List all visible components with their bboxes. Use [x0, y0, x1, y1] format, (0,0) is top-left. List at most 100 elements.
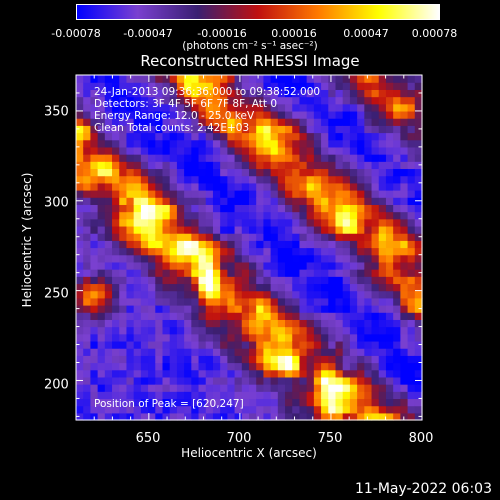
heatmap-cell — [342, 211, 351, 220]
heatmap-cell — [104, 168, 113, 177]
heatmap-cell — [220, 340, 228, 349]
heatmap-cell — [90, 132, 99, 141]
heatmap-cell — [407, 190, 416, 198]
heatmap-cell — [342, 276, 351, 285]
heatmap-cell — [133, 376, 142, 385]
heatmap-cell — [97, 190, 106, 198]
heatmap-cell — [83, 254, 92, 263]
heatmap-cell — [176, 132, 185, 141]
heatmap-cell — [299, 305, 308, 313]
heatmap-cell — [76, 362, 84, 371]
heatmap-cell — [357, 333, 365, 342]
heatmap-cell — [119, 362, 128, 371]
heatmap-cell — [256, 376, 265, 385]
heatmap-cell — [292, 182, 301, 191]
heatmap-cell — [184, 182, 192, 191]
heatmap-cell — [198, 412, 207, 421]
heatmap-cell — [220, 89, 228, 98]
heatmap-cell — [256, 362, 265, 371]
heatmap-cell — [76, 146, 84, 155]
heatmap-cell — [378, 290, 387, 299]
heatmap-cell — [76, 211, 84, 220]
heatmap-cell — [212, 233, 221, 241]
heatmap-cell — [270, 190, 279, 198]
heatmap-cell — [112, 398, 120, 407]
heatmap-cell — [277, 175, 286, 184]
heatmap-cell — [378, 326, 387, 335]
heatmap-cell — [184, 233, 192, 241]
heatmap-cell — [378, 146, 387, 155]
heatmap-cell — [198, 82, 207, 90]
heatmap-cell — [400, 110, 409, 119]
heatmap-cell — [133, 269, 142, 277]
heatmap-cell — [371, 333, 380, 342]
heatmap-cell — [90, 398, 99, 407]
heatmap-cell — [97, 154, 106, 162]
heatmap-cell — [414, 182, 423, 191]
heatmap-cell — [234, 362, 243, 371]
heatmap-cell — [385, 103, 394, 112]
heatmap-cell — [169, 369, 178, 378]
heatmap-cell — [328, 340, 337, 349]
heatmap-cell — [407, 211, 416, 220]
heatmap-cell — [256, 190, 265, 198]
heatmap-cell — [342, 182, 351, 191]
heatmap-cell — [263, 82, 272, 90]
heatmap-cell — [227, 96, 236, 105]
heatmap-cell — [407, 110, 416, 119]
heatmap-cell — [104, 211, 113, 220]
heatmap-cell — [169, 355, 178, 364]
heatmap-cell — [162, 190, 171, 198]
heatmap-cell — [371, 269, 380, 277]
heatmap-cell — [83, 398, 92, 407]
heatmap-cell — [169, 305, 178, 313]
heatmap-cell — [169, 161, 178, 170]
heatmap-cell — [90, 369, 99, 378]
heatmap-cell — [176, 398, 185, 407]
heatmap-cell — [112, 283, 120, 292]
heatmap-cell — [371, 362, 380, 371]
heatmap-cell — [148, 261, 156, 270]
heatmap-cell — [220, 161, 228, 170]
heatmap-cell — [198, 204, 207, 213]
heatmap-cell — [407, 290, 416, 299]
heatmap-cell — [393, 118, 401, 126]
heatmap-cell — [212, 376, 221, 385]
heatmap-cell — [328, 412, 337, 421]
heatmap-cell — [227, 391, 236, 400]
heatmap-cell — [76, 225, 84, 234]
heatmap-cell — [97, 269, 106, 277]
heatmap-cell — [349, 168, 358, 177]
heatmap-cell — [241, 283, 250, 292]
heatmap-cell — [90, 283, 99, 292]
heatmap-cell — [191, 384, 200, 392]
heatmap-cell — [407, 261, 416, 270]
heatmap-cell — [385, 333, 394, 342]
heatmap-cell — [385, 412, 394, 421]
heatmap-cell — [205, 89, 214, 98]
heatmap-cell — [364, 197, 373, 205]
heatmap-cell — [371, 190, 380, 198]
heatmap-cell — [285, 376, 293, 385]
heatmap-cell — [335, 168, 344, 177]
heatmap-cell — [126, 283, 135, 292]
heatmap-cell — [162, 261, 171, 270]
heatmap-cell — [76, 254, 84, 263]
heatmap-cell — [133, 254, 142, 263]
heatmap-cell — [198, 75, 207, 83]
heatmap-cell — [321, 225, 329, 234]
heatmap-cell — [104, 218, 113, 227]
heatmap-cell — [155, 225, 164, 234]
heatmap-cell — [205, 340, 214, 349]
heatmap-cell — [198, 175, 207, 184]
heatmap-cell — [292, 118, 301, 126]
heatmap-cell — [83, 125, 92, 134]
heatmap-cell — [227, 319, 236, 328]
heatmap-cell — [76, 348, 84, 356]
heatmap-cell — [140, 82, 149, 90]
heatmap-cell — [76, 340, 84, 349]
heatmap-cell — [349, 146, 358, 155]
heatmap-cell — [191, 132, 200, 141]
heatmap-cell — [277, 362, 286, 371]
heatmap-cell — [393, 168, 401, 177]
